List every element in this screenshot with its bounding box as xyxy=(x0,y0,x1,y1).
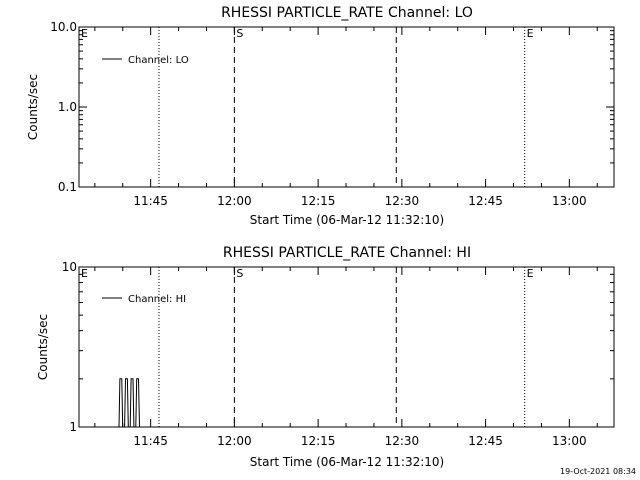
y-axis: 0.1 1.0 10.0 xyxy=(50,20,614,194)
x-tick-label: 12:30 xyxy=(385,194,420,208)
y-axis-label: Counts/sec xyxy=(36,314,50,380)
data-series xyxy=(118,378,142,428)
x-tick-label: 11:45 xyxy=(133,194,168,208)
x-tick-label: 12:45 xyxy=(468,194,503,208)
x-tick-label: 12:30 xyxy=(385,434,420,448)
panel-lo: RHESSI PARTICLE_RATE Channel: LO E S E 0.1… xyxy=(26,5,615,227)
x-tick-label: 12:15 xyxy=(301,434,336,448)
panel-hi: RHESSI PARTICLE_RATE Channel: HI E S E 1 10… xyxy=(36,245,615,469)
x-axis-label: Start Time (06-Mar-12 11:32:10) xyxy=(250,455,444,469)
x-tick-label: 11:45 xyxy=(133,434,168,448)
event-marker-label: E xyxy=(81,267,88,280)
event-marker-label: E xyxy=(527,267,534,280)
chart-title: RHESSI PARTICLE_RATE Channel: HI xyxy=(223,245,471,261)
y-tick-label: 0.1 xyxy=(58,180,77,194)
y-tick-label: 1 xyxy=(69,420,77,434)
y-tick-label: 1.0 xyxy=(58,100,77,114)
x-axis-label: Start Time (06-Mar-12 11:32:10) xyxy=(250,213,444,227)
generation-timestamp: 19-Oct-2021 08:34 xyxy=(560,467,636,476)
y-axis-label: Counts/sec xyxy=(26,74,40,140)
legend-entry: Channel: LO xyxy=(128,55,189,66)
x-tick-label: 12:15 xyxy=(301,194,336,208)
x-axis: 11:45 12:00 12:15 12:30 12:45 13:00 xyxy=(94,27,598,208)
x-tick-label: 12:45 xyxy=(468,434,503,448)
y-tick-label: 10 xyxy=(62,260,77,274)
x-tick-label: 12:00 xyxy=(217,434,252,448)
event-marker-label: E xyxy=(81,27,88,40)
legend-entry: Channel: HI xyxy=(128,294,186,305)
x-tick-label: 12:00 xyxy=(217,194,252,208)
series-line xyxy=(118,378,142,428)
y-axis: 1 10 xyxy=(62,260,614,434)
x-tick-label: 13:00 xyxy=(552,194,587,208)
event-marker-label: S xyxy=(236,267,243,280)
x-tick-label: 13:00 xyxy=(552,434,587,448)
y-tick-label: 10.0 xyxy=(50,20,77,34)
legend: Channel: LO xyxy=(102,55,189,66)
legend: Channel: HI xyxy=(102,294,186,305)
x-axis: 11:45 12:00 12:15 12:30 12:45 13:00 xyxy=(94,267,598,448)
event-marker-label: S xyxy=(236,27,243,40)
event-marker-label: E xyxy=(527,27,534,40)
chart-title: RHESSI PARTICLE_RATE Channel: LO xyxy=(221,5,473,21)
